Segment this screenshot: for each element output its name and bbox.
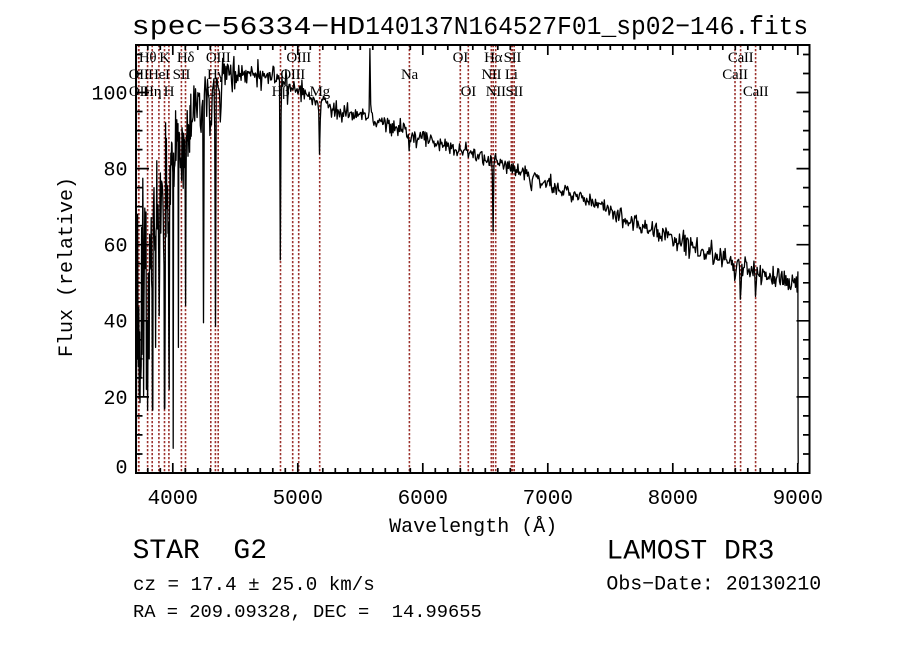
svg-text:40: 40	[103, 312, 127, 335]
svg-text:Hα: Hα	[484, 50, 503, 66]
svg-text:cz = 17.4 ± 25.0 km/s: cz = 17.4 ± 25.0 km/s	[133, 574, 375, 596]
svg-text:spec−56334−HD: spec−56334−HD	[132, 12, 366, 42]
svg-text:G: G	[206, 84, 217, 100]
svg-text:Flux (relative): Flux (relative)	[56, 177, 79, 357]
svg-text:0: 0	[115, 458, 127, 481]
svg-text:CaII: CaII	[743, 84, 769, 100]
svg-text:Obs−Date: 20130210: Obs−Date: 20130210	[606, 573, 821, 596]
svg-text:SII: SII	[504, 50, 522, 66]
svg-text:Wavelength (Å): Wavelength (Å)	[389, 516, 557, 539]
svg-text:Mg: Mg	[310, 84, 331, 100]
svg-text:NII: NII	[481, 67, 501, 83]
svg-text:Hγ: Hγ	[207, 67, 225, 83]
svg-text:Hδ: Hδ	[177, 50, 195, 66]
svg-text:OII: OII	[129, 67, 149, 83]
svg-text:7000: 7000	[523, 488, 573, 511]
svg-text:OII: OII	[129, 84, 149, 100]
svg-text:CaII: CaII	[722, 67, 748, 83]
svg-text:HeI: HeI	[148, 67, 170, 83]
svg-text:OI: OI	[461, 84, 477, 100]
svg-text:140137N164527F01_sp02−146.fits: 140137N164527F01_sp02−146.fits	[365, 12, 808, 42]
svg-text:H: H	[164, 84, 175, 100]
svg-text:20: 20	[103, 388, 127, 411]
svg-text:60: 60	[103, 236, 127, 259]
svg-text:K: K	[159, 50, 170, 66]
svg-text:4000: 4000	[148, 488, 198, 511]
svg-text:STAR G2: STAR G2	[133, 536, 267, 567]
svg-text:OI: OI	[453, 50, 469, 66]
svg-text:SII: SII	[173, 67, 191, 83]
svg-text:RA = 209.09328, DEC = 14.9965: RA = 209.09328, DEC = 14.99655	[133, 601, 482, 623]
svg-text:SII: SII	[505, 84, 523, 100]
svg-text:Hη: Hη	[143, 84, 162, 100]
svg-text:5000: 5000	[273, 488, 323, 511]
svg-text:OIII: OIII	[280, 67, 305, 83]
svg-text:6000: 6000	[398, 488, 448, 511]
svg-text:Li: Li	[505, 67, 518, 83]
svg-text:9000: 9000	[773, 488, 823, 511]
svg-text:80: 80	[103, 159, 127, 182]
svg-text:LAMOST DR3: LAMOST DR3	[606, 537, 774, 568]
svg-text:Hθ: Hθ	[139, 50, 157, 66]
svg-text:Na: Na	[401, 67, 419, 83]
svg-text:Hβ: Hβ	[272, 84, 290, 100]
svg-text:OIII: OIII	[206, 50, 231, 66]
svg-text:NII: NII	[486, 84, 506, 100]
svg-text:OIII: OIII	[286, 50, 311, 66]
svg-text:100: 100	[91, 83, 127, 106]
svg-text:8000: 8000	[648, 488, 698, 511]
svg-text:CaII: CaII	[728, 50, 754, 66]
